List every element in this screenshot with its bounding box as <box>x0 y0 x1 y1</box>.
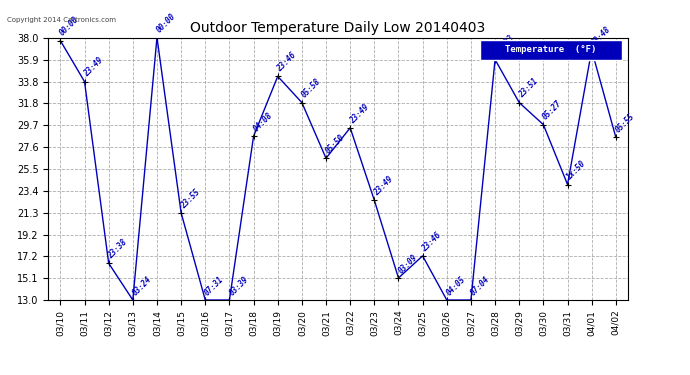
Text: 23:38: 23:38 <box>106 238 129 261</box>
Text: 23:55: 23:55 <box>179 188 201 210</box>
Text: 05:58: 05:58 <box>299 77 322 100</box>
Text: 23:46: 23:46 <box>275 51 298 74</box>
Text: 07:31: 07:31 <box>203 274 226 297</box>
Text: 03:24: 03:24 <box>130 274 153 297</box>
Text: 05:27: 05:27 <box>541 99 564 122</box>
Title: Outdoor Temperature Daily Low 20140403: Outdoor Temperature Daily Low 20140403 <box>190 21 486 35</box>
Text: 08:48: 08:48 <box>589 25 612 47</box>
Text: Copyright 2014 Cartronics.com: Copyright 2014 Cartronics.com <box>7 17 116 23</box>
Text: 1x:50: 1x:50 <box>565 159 588 182</box>
Text: 23:46: 23:46 <box>420 230 443 253</box>
Text: 00:00: 00:00 <box>58 15 81 38</box>
Text: 05:50: 05:50 <box>324 133 346 156</box>
Text: 07:04: 07:04 <box>469 274 491 297</box>
Text: 23:49: 23:49 <box>348 102 371 125</box>
Text: 22:23: 22:23 <box>493 34 515 57</box>
Text: 23:49: 23:49 <box>372 175 395 198</box>
Text: 03:09: 03:09 <box>396 252 419 275</box>
Text: 23:49: 23:49 <box>82 56 105 79</box>
Text: 03:39: 03:39 <box>227 274 250 297</box>
Text: 23:51: 23:51 <box>517 77 540 100</box>
Text: 04:08: 04:08 <box>251 111 274 134</box>
Text: 04:05: 04:05 <box>444 274 467 297</box>
Text: 05:55: 05:55 <box>613 112 636 135</box>
Text: 00:00: 00:00 <box>155 12 177 35</box>
